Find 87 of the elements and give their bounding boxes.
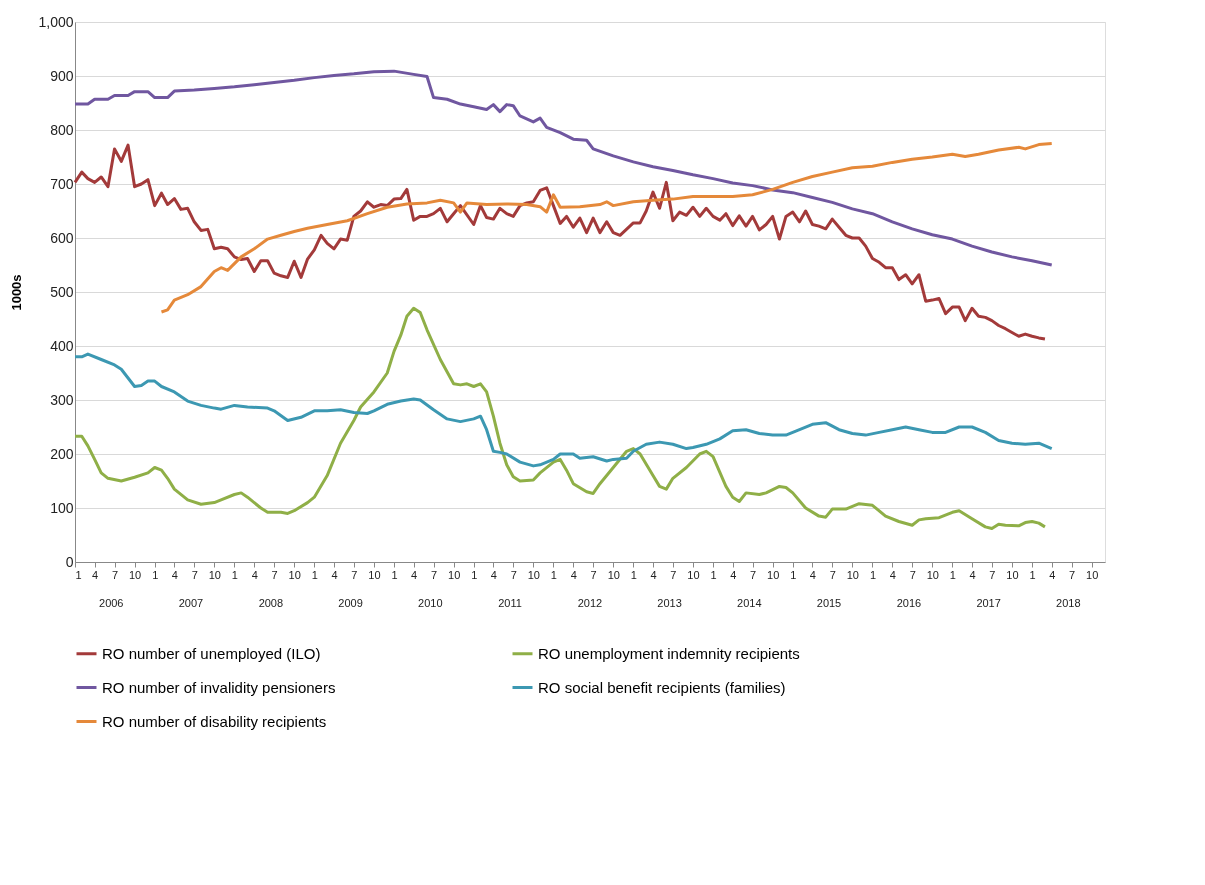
y-axis-title: 1000s [9, 274, 25, 311]
line-series [73, 143, 1047, 341]
x-tick-label: 7 [271, 568, 278, 581]
line-series [159, 142, 1054, 314]
x-tick-label: 10 [208, 568, 221, 581]
x-tick-label: 4 [1049, 568, 1056, 581]
x-tick-label: 4 [411, 568, 418, 581]
legend-label: RO unemployment indemnity recipients [538, 644, 800, 662]
x-tick-label: 10 [926, 568, 939, 581]
x-tick-label: 1 [630, 568, 637, 581]
x-tick-label: 10 [687, 568, 700, 581]
x-tick-label: 7 [1069, 568, 1076, 581]
y-tick-label: 200 [50, 445, 74, 462]
x-tick-label: 4 [251, 568, 258, 581]
x2-tick-label: 2014 [737, 597, 762, 609]
y-tick-label: 600 [50, 229, 74, 246]
x2-tick-label: 2013 [657, 597, 682, 609]
x-tick-label: 10 [1086, 568, 1099, 581]
x-tick-label: 7 [191, 568, 198, 581]
x2-tick-label: 2009 [338, 597, 363, 609]
legend-label: RO number of invalidity pensioners [102, 678, 336, 696]
x-tick-label: 4 [730, 568, 737, 581]
x-tick-label: 4 [650, 568, 657, 581]
x-tick-label: 10 [846, 568, 859, 581]
x-tick-label: 7 [430, 568, 438, 581]
x2-tick-label: 2010 [418, 597, 443, 609]
x-tick-label: 4 [490, 568, 497, 581]
x-tick-label: 7 [670, 568, 677, 581]
x2-tick-label: 2011 [498, 597, 522, 609]
x-tick-label: 4 [570, 568, 577, 581]
y-tick-label: 900 [50, 67, 74, 84]
x-tick-label: 4 [331, 568, 338, 581]
x-tick-label: 10 [527, 568, 540, 581]
x-tick-label: 1 [949, 568, 956, 581]
x-tick-label: 1 [710, 568, 717, 581]
x-tick-label: 7 [829, 568, 836, 581]
x-tick-label: 7 [989, 568, 996, 581]
x-tick-label: 10 [368, 568, 381, 581]
x-tick-label: 1 [311, 568, 318, 581]
x2-tick-label: 2016 [896, 597, 922, 609]
x-tick-label: 1 [152, 568, 159, 581]
x2-tick-label: 2015 [816, 597, 842, 609]
x2-tick-label: 2017 [976, 597, 1001, 609]
x-tick-label: 10 [448, 568, 461, 581]
y-tick-label: 1,000 [38, 13, 74, 30]
line-series [73, 352, 1054, 468]
x-tick-label: 7 [590, 568, 597, 581]
x-tick-label: 10 [1006, 568, 1019, 581]
x-tick-label: 7 [909, 568, 916, 581]
y-tick-label: 500 [50, 283, 74, 300]
x-tick-label: 7 [111, 568, 119, 581]
x2-tick-label: 2006 [99, 597, 124, 609]
x-tick-label: 1 [550, 568, 557, 581]
x-tick-label: 1 [231, 568, 238, 581]
x-tick-label: 4 [809, 568, 816, 581]
legend-label: RO social benefit recipients (families) [538, 678, 786, 696]
line-series [73, 69, 1054, 267]
x-tick-label: 1 [391, 568, 398, 581]
x2-tick-label: 2012 [577, 597, 603, 609]
y-tick-label: 100 [50, 499, 74, 516]
x-tick-label: 4 [92, 568, 99, 581]
x-tick-label: 1 [471, 568, 478, 581]
line-series [73, 306, 1047, 531]
x-tick-label: 1 [75, 568, 82, 581]
y-tick-label: 800 [50, 121, 74, 138]
x-tick-label: 7 [750, 568, 757, 581]
x-tick-label: 4 [969, 568, 976, 581]
x-tick-label: 1 [869, 568, 877, 581]
x2-tick-label: 2018 [1056, 597, 1081, 609]
x-tick-label: 7 [351, 568, 358, 581]
y-tick-label: 0 [65, 553, 74, 570]
x-tick-label: 10 [607, 568, 620, 581]
x2-tick-label: 2008 [258, 597, 284, 609]
x2-tick-label: 2007 [178, 597, 204, 609]
legend-label: RO number of unemployed (ILO) [102, 644, 321, 662]
x-tick-label: 4 [889, 568, 896, 581]
x-tick-label: 7 [510, 568, 517, 581]
x-tick-label: 10 [767, 568, 780, 581]
x-tick-label: 1 [790, 568, 797, 581]
y-tick-label: 700 [50, 175, 74, 192]
legend-label: RO number of disability recipients [102, 712, 327, 730]
x-tick-label: 10 [288, 568, 301, 581]
y-tick-label: 400 [50, 337, 74, 354]
x-tick-label: 1 [1029, 568, 1036, 581]
x-tick-label: 4 [171, 568, 178, 581]
y-tick-label: 300 [50, 391, 74, 408]
x-tick-label: 10 [128, 568, 142, 581]
